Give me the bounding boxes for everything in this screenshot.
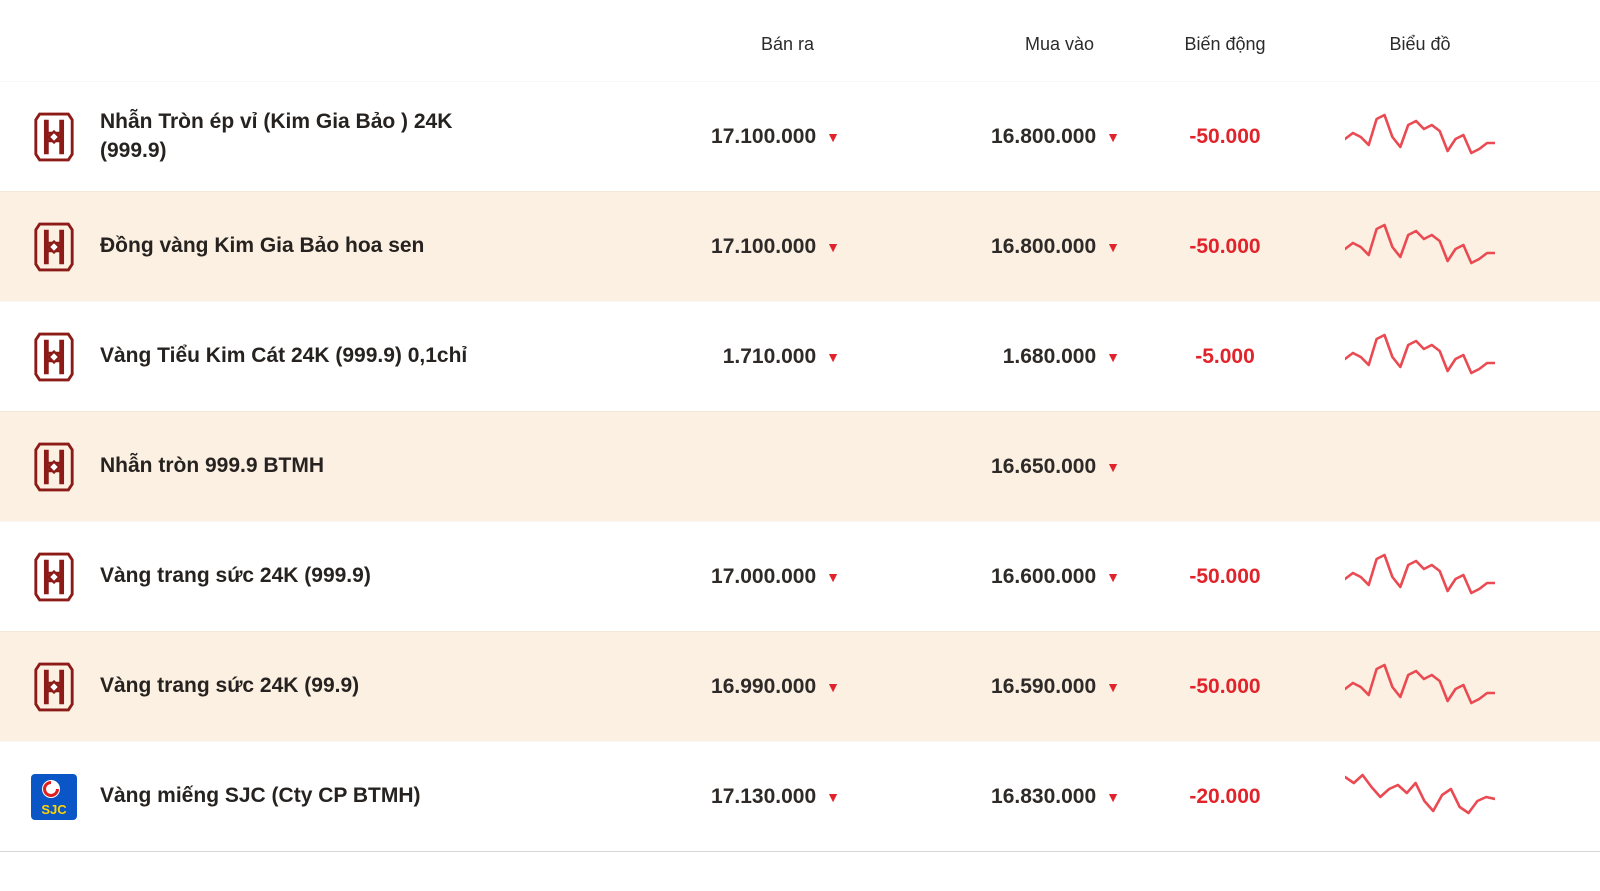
brand-logo-cell xyxy=(0,660,100,714)
sell-price: 17.000.000 ▼ xyxy=(600,565,850,589)
buy-value: 16.600.000 xyxy=(991,564,1097,588)
column-header-buy: Mua vào xyxy=(1024,34,1094,54)
buy-value: 16.800.000 xyxy=(991,234,1097,258)
product-name: Nhẫn tròn 999.9 BTMH xyxy=(100,454,325,478)
table-row[interactable]: Đồng vàng Kim Gia Bảo hoa sen 17.100.000… xyxy=(0,191,1600,301)
brand-logo-cell xyxy=(0,110,100,164)
buy-price: 16.800.000 ▼ xyxy=(850,235,1130,259)
price-change: -5.000 xyxy=(1195,344,1255,368)
product-name: Vàng trang sức 24K (999.9) xyxy=(100,564,371,588)
btmh-logo-icon xyxy=(32,220,76,274)
product-name: Vàng Tiểu Kim Cát 24K (999.9) 0,1chỉ xyxy=(100,344,468,368)
sell-value: 17.100.000 xyxy=(711,124,817,148)
down-triangle-icon: ▼ xyxy=(1106,458,1120,475)
buy-value: 1.680.000 xyxy=(1002,344,1097,368)
sell-price: 1.710.000 ▼ xyxy=(600,345,850,369)
buy-price: 16.830.000 ▼ xyxy=(850,785,1130,809)
btmh-logo-icon xyxy=(32,110,76,164)
down-triangle-icon: ▼ xyxy=(826,788,840,805)
sell-value: 17.100.000 xyxy=(711,234,817,258)
product-name: Đồng vàng Kim Gia Bảo hoa sen xyxy=(100,234,425,258)
price-change: -50.000 xyxy=(1189,124,1261,148)
price-change: -50.000 xyxy=(1189,234,1261,258)
sjc-logo-icon: SJC xyxy=(31,773,77,820)
column-header-chart: Biểu đồ xyxy=(1389,34,1451,54)
sell-value: 16.990.000 xyxy=(711,674,817,698)
down-triangle-icon: ▼ xyxy=(1106,678,1120,695)
table-row[interactable]: Nhẫn tròn 999.9 BTMH 16.650.000 ▼ xyxy=(0,411,1600,521)
brand-logo-cell xyxy=(0,220,100,274)
btmh-logo-icon xyxy=(32,660,76,714)
gold-price-table: Bán ra Mua vào Biến động Biểu đồ Nhẫn Tr… xyxy=(0,0,1600,852)
column-header-sell: Bán ra xyxy=(760,34,814,54)
table-header: Bán ra Mua vào Biến động Biểu đồ xyxy=(0,0,1600,81)
sell-value: 17.000.000 xyxy=(711,564,817,588)
down-triangle-icon: ▼ xyxy=(826,348,840,365)
column-header-change: Biến động xyxy=(1184,34,1266,54)
btmh-logo-icon xyxy=(32,550,76,604)
buy-value: 16.590.000 xyxy=(991,674,1097,698)
brand-logo-cell xyxy=(0,440,100,494)
table-row[interactable]: Vàng trang sức 24K (999.9) 17.000.000 ▼ 1… xyxy=(0,521,1600,631)
price-change: -50.000 xyxy=(1189,564,1261,588)
down-triangle-icon: ▼ xyxy=(1106,568,1120,585)
price-change: -50.000 xyxy=(1189,674,1261,698)
sell-price: 17.100.000 ▼ xyxy=(600,125,850,149)
price-change: -20.000 xyxy=(1189,784,1261,808)
sell-value: 1.710.000 xyxy=(722,344,817,368)
sell-price xyxy=(600,455,850,479)
down-triangle-icon: ▼ xyxy=(1106,348,1120,365)
sparkline-chart[interactable] xyxy=(1320,107,1600,167)
sparkline-chart[interactable] xyxy=(1320,657,1600,717)
table-row[interactable]: Vàng trang sức 24K (99.9) 16.990.000 ▼ 16… xyxy=(0,631,1600,741)
product-name: Vàng trang sức 24K (99.9) xyxy=(100,674,360,698)
down-triangle-icon: ▼ xyxy=(826,678,840,695)
table-row[interactable]: Vàng Tiểu Kim Cát 24K (999.9) 0,1chỉ 1.7… xyxy=(0,301,1600,411)
buy-price: 16.800.000 ▼ xyxy=(850,125,1130,149)
sparkline-chart[interactable] xyxy=(1320,327,1600,387)
sparkline-chart[interactable] xyxy=(1320,547,1600,607)
sparkline-chart[interactable] xyxy=(1320,217,1600,277)
down-triangle-icon: ▼ xyxy=(1106,788,1120,805)
buy-value: 16.830.000 xyxy=(991,784,1097,808)
buy-value: 16.650.000 xyxy=(991,454,1097,478)
brand-logo-cell xyxy=(0,550,100,604)
buy-value: 16.800.000 xyxy=(991,124,1097,148)
brand-logo-cell xyxy=(0,330,100,384)
sell-price: 17.100.000 ▼ xyxy=(600,235,850,259)
down-triangle-icon: ▼ xyxy=(1106,128,1120,145)
down-triangle-icon: ▼ xyxy=(1106,238,1120,255)
sell-value: 17.130.000 xyxy=(711,784,817,808)
brand-logo-cell: SJC xyxy=(0,773,100,820)
buy-price: 1.680.000 ▼ xyxy=(850,345,1130,369)
table-row[interactable]: Nhẫn Tròn ép vỉ (Kim Gia Bảo ) 24K (999.… xyxy=(0,81,1600,191)
sell-price: 16.990.000 ▼ xyxy=(600,675,850,699)
sparkline-chart[interactable] xyxy=(1320,767,1600,827)
btmh-logo-icon xyxy=(32,440,76,494)
down-triangle-icon: ▼ xyxy=(826,568,840,585)
buy-price: 16.590.000 ▼ xyxy=(850,675,1130,699)
product-name: Vàng miếng SJC (Cty CP BTMH) xyxy=(100,784,421,808)
down-triangle-icon: ▼ xyxy=(826,128,840,145)
buy-price: 16.650.000 ▼ xyxy=(850,455,1130,479)
table-row[interactable]: SJC Vàng miếng SJC (Cty CP BTMH) 17.130.… xyxy=(0,741,1600,851)
down-triangle-icon: ▼ xyxy=(826,238,840,255)
product-name: Nhẫn Tròn ép vỉ (Kim Gia Bảo ) 24K (999.… xyxy=(100,110,453,162)
sell-price: 17.130.000 ▼ xyxy=(600,785,850,809)
buy-price: 16.600.000 ▼ xyxy=(850,565,1130,589)
btmh-logo-icon xyxy=(32,330,76,384)
svg-text:SJC: SJC xyxy=(41,802,67,817)
